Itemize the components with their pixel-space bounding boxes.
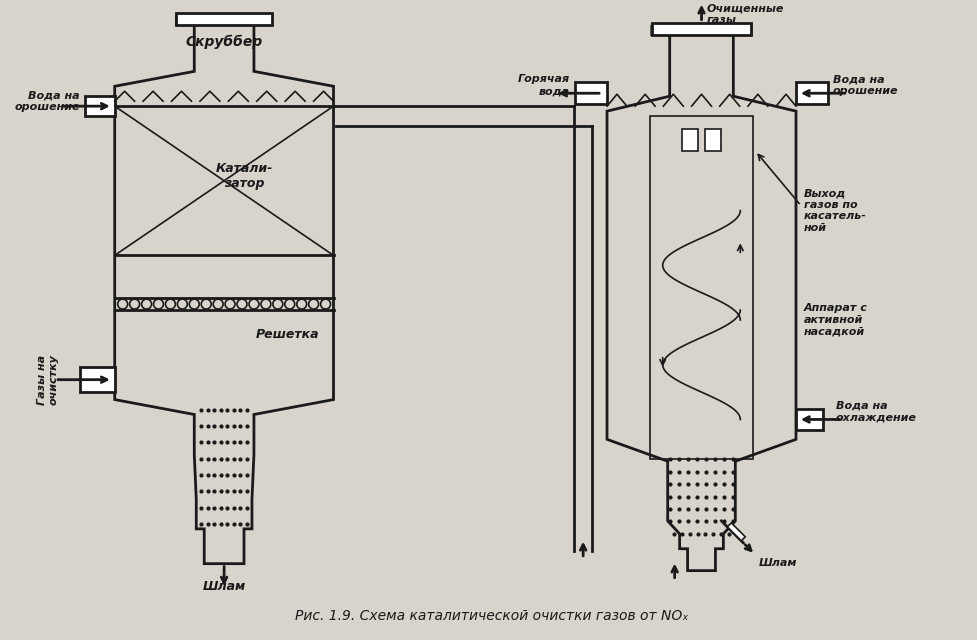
- Text: Шлам: Шлам: [758, 557, 797, 568]
- Bar: [649, 116, 752, 460]
- Bar: [574, 83, 607, 104]
- Bar: [85, 96, 114, 116]
- Text: Катали-
затор: Катали- затор: [215, 162, 273, 190]
- Text: Вода на
охлаждение: Вода на охлаждение: [835, 401, 915, 422]
- Bar: [704, 129, 721, 151]
- Text: Горячая
вода: Горячая вода: [518, 74, 570, 96]
- Text: Решетка: Решетка: [256, 328, 319, 341]
- Text: Вода на
орошение: Вода на орошение: [15, 90, 80, 112]
- Bar: [681, 129, 697, 151]
- Bar: [651, 22, 750, 35]
- Text: Шлам: Шлам: [202, 580, 245, 593]
- Bar: [795, 83, 827, 104]
- Text: Рис. 1.9. Схема каталитической очистки газов от NOₓ: Рис. 1.9. Схема каталитической очистки г…: [295, 609, 688, 623]
- Bar: [795, 408, 822, 430]
- Text: Выход
газов по
касатель-
ной: Выход газов по касатель- ной: [803, 188, 866, 233]
- Text: Скруббер: Скруббер: [186, 35, 263, 49]
- Polygon shape: [727, 523, 744, 541]
- Bar: [176, 13, 272, 24]
- Bar: [80, 367, 114, 392]
- Text: Газы на
очистку: Газы на очистку: [37, 354, 59, 405]
- Text: Вода на
орошение: Вода на орошение: [832, 74, 897, 96]
- Text: Очищенные
газы: Очищенные газы: [705, 4, 783, 26]
- Text: Аппарат с
активной
насадкой: Аппарат с активной насадкой: [803, 303, 867, 337]
